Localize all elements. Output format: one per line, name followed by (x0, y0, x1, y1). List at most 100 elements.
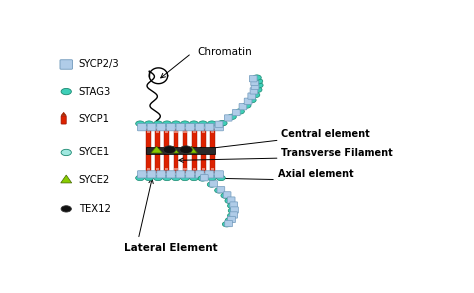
Bar (183, 150, 187, 152)
FancyBboxPatch shape (186, 171, 194, 178)
FancyBboxPatch shape (228, 197, 235, 203)
Circle shape (228, 203, 237, 208)
Polygon shape (61, 112, 66, 115)
Text: SYCP1: SYCP1 (79, 114, 109, 124)
Circle shape (247, 98, 256, 103)
Circle shape (163, 121, 172, 126)
Circle shape (136, 121, 145, 126)
FancyBboxPatch shape (223, 192, 231, 198)
Circle shape (198, 176, 207, 181)
Bar (192, 129, 197, 173)
Bar (156, 168, 159, 170)
Circle shape (145, 175, 154, 181)
Polygon shape (186, 146, 197, 153)
Circle shape (228, 208, 237, 213)
Circle shape (163, 175, 172, 181)
Circle shape (251, 92, 260, 98)
Circle shape (199, 175, 207, 181)
FancyBboxPatch shape (251, 83, 259, 90)
Circle shape (199, 121, 207, 126)
FancyBboxPatch shape (250, 88, 258, 94)
Circle shape (190, 175, 198, 181)
Bar (147, 150, 150, 152)
Bar (155, 129, 160, 173)
FancyBboxPatch shape (60, 60, 73, 69)
Polygon shape (61, 175, 72, 183)
Bar (211, 131, 214, 133)
FancyBboxPatch shape (248, 93, 255, 99)
Circle shape (154, 175, 163, 181)
Circle shape (217, 175, 225, 181)
Bar (182, 129, 187, 173)
Circle shape (154, 121, 163, 126)
Bar (156, 150, 159, 152)
FancyBboxPatch shape (230, 202, 237, 208)
Bar (211, 168, 214, 170)
Bar (210, 129, 215, 173)
Bar (192, 131, 196, 133)
Circle shape (228, 114, 237, 120)
Text: Axial element: Axial element (278, 169, 354, 179)
Bar (146, 147, 215, 154)
Bar (165, 168, 168, 170)
FancyBboxPatch shape (147, 171, 156, 178)
Bar (183, 131, 187, 133)
Bar (164, 129, 169, 173)
Circle shape (225, 198, 234, 203)
FancyBboxPatch shape (195, 124, 204, 131)
Circle shape (181, 175, 190, 181)
Circle shape (236, 109, 245, 114)
FancyBboxPatch shape (228, 216, 236, 223)
Circle shape (190, 121, 198, 126)
Bar (174, 150, 178, 152)
FancyBboxPatch shape (166, 171, 175, 178)
Bar (192, 150, 196, 152)
Bar (211, 150, 214, 152)
Bar (201, 168, 205, 170)
FancyBboxPatch shape (157, 124, 165, 131)
Circle shape (172, 175, 181, 181)
Circle shape (181, 121, 190, 126)
Circle shape (253, 87, 262, 93)
FancyBboxPatch shape (232, 109, 240, 116)
FancyBboxPatch shape (217, 187, 225, 193)
FancyBboxPatch shape (186, 124, 194, 131)
FancyBboxPatch shape (251, 79, 258, 86)
Circle shape (254, 79, 263, 84)
Text: TEX12: TEX12 (79, 204, 110, 214)
Text: Transverse Filament: Transverse Filament (282, 148, 393, 158)
Polygon shape (151, 146, 163, 153)
Bar (165, 131, 168, 133)
Bar (146, 129, 151, 173)
FancyBboxPatch shape (166, 124, 175, 131)
Bar (173, 129, 178, 173)
FancyBboxPatch shape (137, 124, 146, 131)
Circle shape (208, 175, 216, 181)
Text: Lateral Element: Lateral Element (124, 243, 217, 253)
Text: Central element: Central element (282, 129, 370, 139)
FancyBboxPatch shape (249, 76, 257, 82)
FancyBboxPatch shape (244, 98, 252, 104)
Bar (174, 168, 178, 170)
Circle shape (222, 222, 231, 227)
FancyBboxPatch shape (215, 121, 223, 127)
FancyBboxPatch shape (137, 171, 146, 178)
Bar (183, 168, 187, 170)
Circle shape (255, 83, 263, 88)
Circle shape (61, 88, 72, 95)
FancyBboxPatch shape (61, 116, 66, 124)
FancyBboxPatch shape (230, 212, 237, 218)
FancyBboxPatch shape (231, 207, 238, 213)
Bar (156, 131, 159, 133)
Bar (147, 168, 150, 170)
Bar (174, 131, 178, 133)
Circle shape (61, 149, 72, 156)
FancyBboxPatch shape (157, 171, 165, 178)
Text: SYCE2: SYCE2 (79, 175, 110, 185)
FancyBboxPatch shape (205, 124, 214, 131)
FancyBboxPatch shape (225, 220, 232, 227)
Bar (201, 131, 205, 133)
Polygon shape (167, 146, 179, 153)
Circle shape (207, 182, 216, 187)
FancyBboxPatch shape (215, 171, 223, 178)
